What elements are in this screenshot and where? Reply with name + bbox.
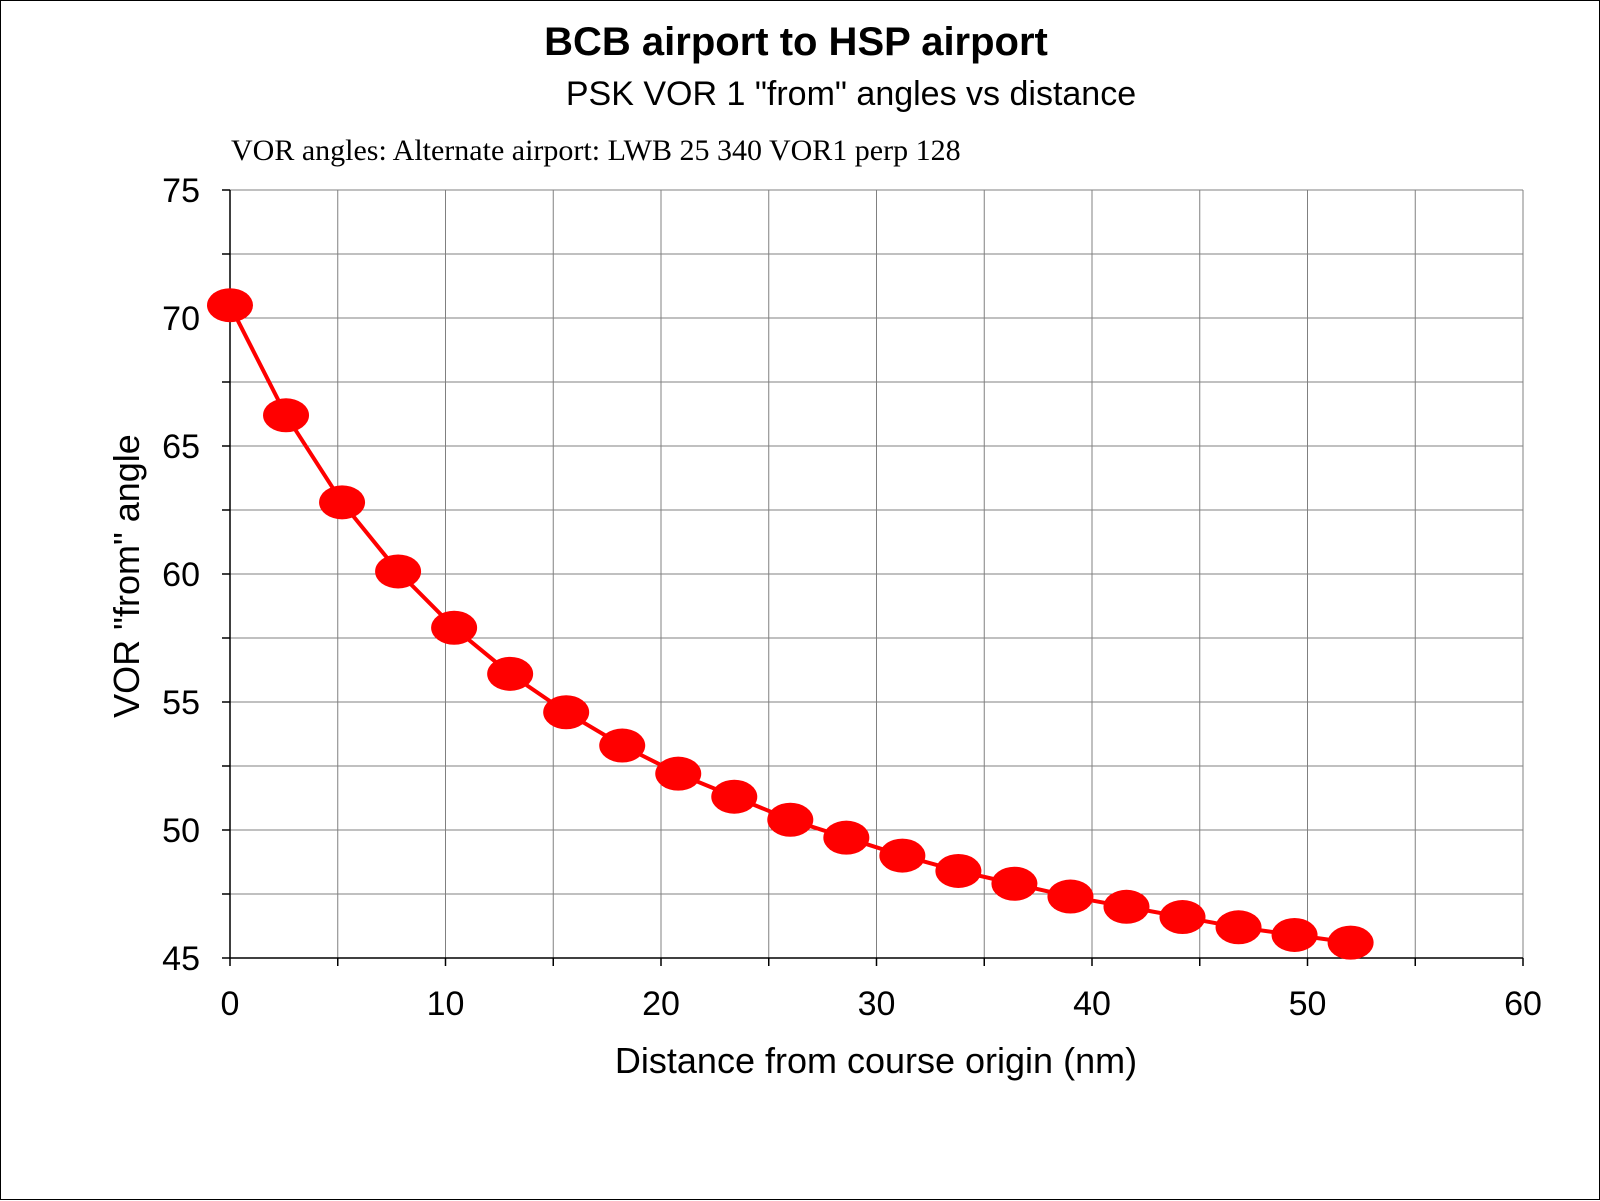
data-point bbox=[431, 610, 478, 645]
series-layer bbox=[207, 288, 1374, 960]
x-tick-label: 40 bbox=[1073, 985, 1111, 1023]
x-tick-label: 20 bbox=[642, 985, 680, 1023]
data-point bbox=[1047, 879, 1094, 914]
chart-subtitle: PSK VOR 1 "from" angles vs distance bbox=[566, 75, 1136, 113]
y-tick-label: 50 bbox=[162, 812, 200, 850]
data-point bbox=[1271, 917, 1318, 952]
data-point bbox=[879, 838, 926, 873]
data-point bbox=[1103, 889, 1150, 924]
data-point bbox=[1159, 900, 1206, 935]
data-point bbox=[1215, 910, 1262, 945]
data-point bbox=[711, 779, 758, 814]
tick-layer: 0 10 20 30 40 50 60 45 50 55 60 65 70 75 bbox=[162, 172, 1542, 1023]
data-point bbox=[991, 866, 1038, 901]
x-tick-label: 0 bbox=[221, 985, 240, 1023]
data-point bbox=[823, 820, 870, 855]
data-point bbox=[935, 853, 982, 888]
y-tick-label: 65 bbox=[162, 428, 200, 466]
chart-title: BCB airport to HSP airport bbox=[544, 20, 1048, 64]
data-point bbox=[207, 288, 253, 323]
data-point bbox=[375, 554, 422, 589]
x-tick-label: 50 bbox=[1289, 985, 1327, 1023]
x-tick-label: 30 bbox=[858, 985, 896, 1023]
data-point bbox=[319, 485, 366, 520]
y-tick-label: 55 bbox=[162, 684, 200, 722]
series-line bbox=[228, 304, 1351, 945]
data-point bbox=[767, 802, 814, 837]
y-tick-label: 45 bbox=[162, 940, 200, 978]
data-point bbox=[655, 756, 702, 791]
data-point bbox=[543, 695, 590, 730]
y-tick-label: 60 bbox=[162, 556, 200, 594]
data-point bbox=[487, 656, 534, 691]
x-axis-label: Distance from course origin (nm) bbox=[615, 1040, 1137, 1081]
chart-annotation: VOR angles: Alternate airport: LWB 25 34… bbox=[231, 134, 961, 167]
data-point bbox=[263, 398, 310, 433]
x-tick-label: 60 bbox=[1504, 985, 1542, 1023]
data-point bbox=[1327, 925, 1374, 960]
x-tick-label: 10 bbox=[427, 985, 465, 1023]
data-point bbox=[599, 728, 646, 763]
y-tick-label: 75 bbox=[162, 172, 200, 210]
y-axis-label: VOR "from" angle bbox=[106, 434, 147, 718]
y-tick-label: 70 bbox=[162, 300, 200, 338]
grid-layer bbox=[229, 189, 1524, 959]
